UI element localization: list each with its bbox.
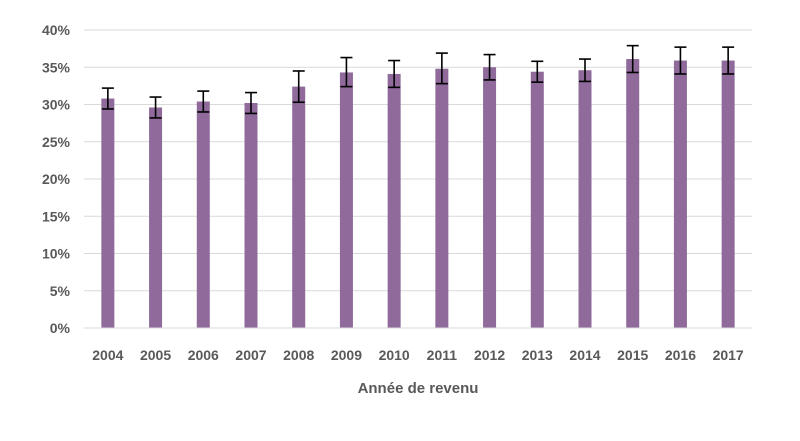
x-tick-label: 2016 (665, 347, 696, 363)
bar-2009 (339, 72, 353, 328)
error-bar-2017 (722, 46, 735, 75)
bar-2005 (149, 107, 163, 328)
bar-2015 (626, 59, 640, 329)
x-tick-label: 2004 (92, 347, 123, 363)
x-tick-label: 2011 (427, 347, 458, 363)
bar-2006 (196, 101, 210, 329)
bars (101, 59, 735, 329)
bar-2014 (578, 70, 592, 328)
x-tick-label: 2017 (713, 347, 744, 363)
grid-lines (84, 29, 752, 292)
error-bar-2004 (101, 87, 114, 110)
x-tick-label: 2012 (474, 347, 505, 363)
y-tick-label: 0% (50, 320, 71, 336)
x-tick-label: 2009 (331, 347, 362, 363)
x-tick-label: 2013 (522, 347, 553, 363)
x-tick-label: 2014 (569, 347, 600, 363)
error-bars (101, 44, 735, 119)
error-bar-2012 (483, 53, 496, 81)
bar-2011 (435, 68, 449, 329)
x-tick-label: 2006 (188, 347, 219, 363)
error-bar-2010 (388, 59, 401, 89)
x-axis-ticks: 2004 2005 2006 2007 2008 2009 2010 2011 2012 2013… (92, 347, 744, 363)
bar-2007 (244, 103, 258, 328)
y-tick-label: 20% (42, 171, 71, 187)
error-bar-2006 (197, 90, 210, 113)
error-bar-2007 (245, 91, 257, 115)
x-tick-label: 2015 (617, 347, 648, 363)
y-tick-label: 15% (42, 208, 71, 224)
bar-2010 (387, 73, 401, 328)
error-bar-2013 (531, 60, 544, 83)
bar-2004 (101, 98, 115, 328)
y-tick-label: 35% (42, 59, 71, 75)
y-tick-label: 10% (42, 246, 71, 262)
error-bar-2008 (292, 70, 305, 104)
error-bar-2016 (674, 46, 687, 75)
bar-2008 (292, 86, 306, 329)
x-axis-title: Année de revenu (358, 380, 479, 397)
error-bar-2005 (149, 96, 162, 119)
y-tick-label: 5% (50, 283, 71, 299)
y-tick-label: 25% (42, 134, 71, 150)
bar-2016 (673, 60, 687, 329)
y-tick-label: 40% (42, 22, 71, 38)
error-bar-2015 (626, 44, 639, 74)
y-axis-ticks: 0% 5% 10% 15% 20% 25% 30% 35% 40% (42, 22, 71, 336)
error-bar-2011 (435, 52, 448, 85)
x-tick-label: 2008 (283, 347, 314, 363)
bar-2013 (530, 71, 544, 328)
x-tick-label: 2010 (379, 347, 410, 363)
bar-2012 (483, 67, 497, 328)
error-bar-2009 (340, 56, 353, 88)
x-tick-label: 2005 (140, 347, 171, 363)
x-tick-label: 2007 (235, 347, 266, 363)
bar-2017 (721, 60, 735, 329)
y-tick-label: 30% (42, 97, 71, 113)
error-bar-2014 (579, 58, 591, 83)
